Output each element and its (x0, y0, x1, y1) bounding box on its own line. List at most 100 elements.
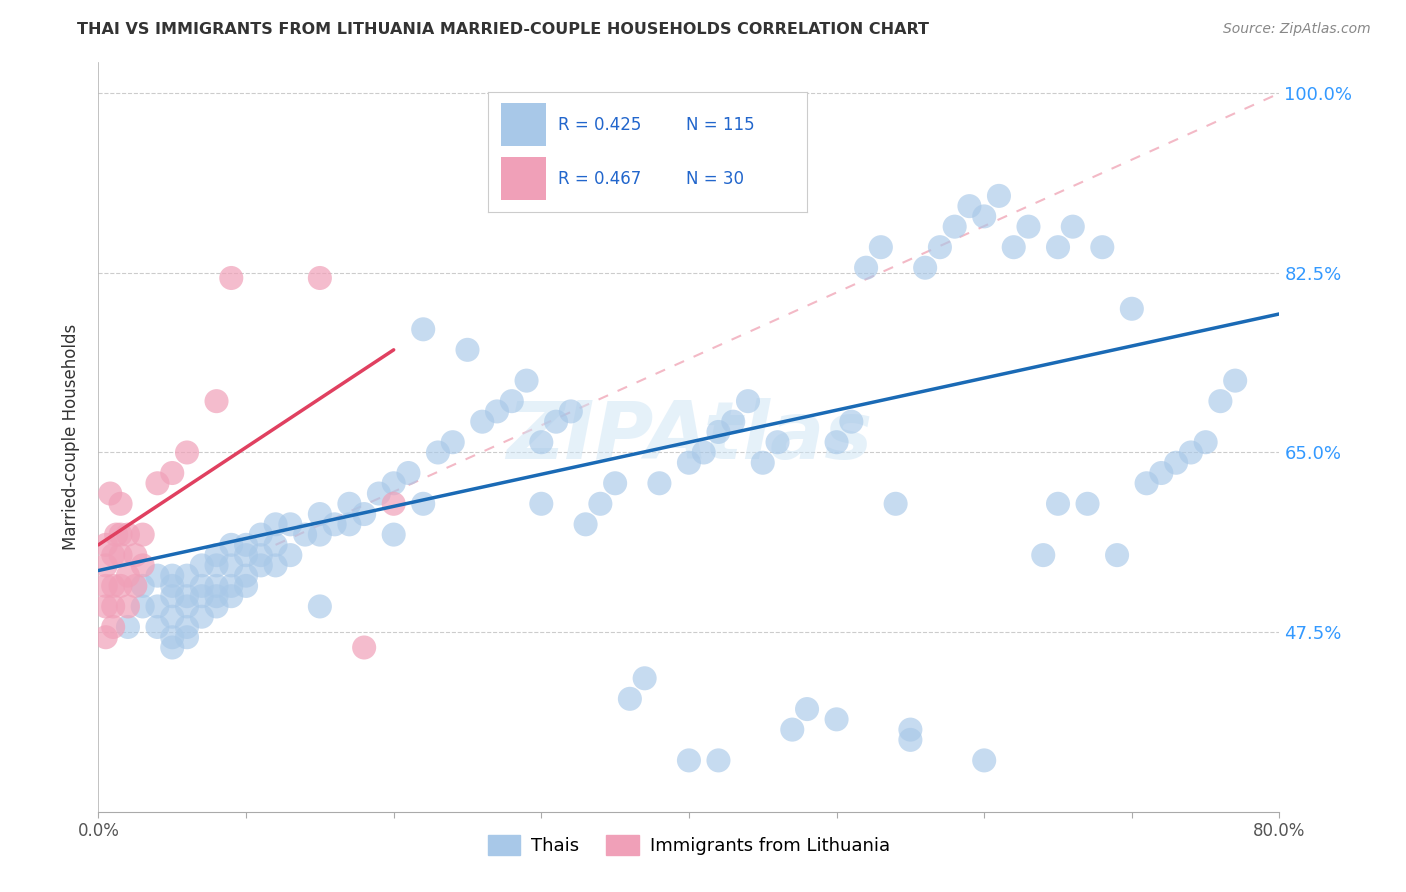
Point (191, 609, 214, 624)
Point (98, 486, 121, 500)
Point (1166, 456, 1188, 470)
Point (1018, 219, 1040, 234)
Point (309, 527, 332, 541)
Point (339, 497, 361, 511)
Point (235, 538, 257, 552)
Point (605, 476, 627, 491)
Point (94, 630, 117, 644)
Point (1195, 435, 1218, 450)
Point (146, 476, 169, 491)
Point (589, 497, 612, 511)
Point (264, 538, 287, 552)
Point (162, 609, 183, 624)
Point (382, 476, 405, 491)
Point (323, 517, 346, 532)
Point (1002, 240, 1025, 254)
Point (146, 568, 169, 582)
Point (398, 466, 420, 480)
Point (205, 589, 228, 603)
Point (132, 579, 155, 593)
Point (1107, 548, 1129, 562)
Text: THAI VS IMMIGRANTS FROM LITHUANIA MARRIED-COUPLE HOUSEHOLDS CORRELATION CHART: THAI VS IMMIGRANTS FROM LITHUANIA MARRIE… (77, 22, 929, 37)
Point (162, 640, 183, 655)
Point (205, 579, 228, 593)
Point (1180, 445, 1202, 459)
Point (162, 630, 183, 644)
Point (737, 394, 759, 409)
Point (103, 620, 125, 634)
Point (766, 435, 789, 450)
Point (264, 517, 287, 532)
Point (191, 589, 214, 603)
Point (250, 527, 273, 541)
Point (132, 558, 155, 573)
Point (1209, 394, 1232, 409)
Point (221, 538, 243, 552)
Point (176, 620, 198, 634)
Point (309, 599, 332, 614)
Point (1046, 240, 1070, 254)
Point (1121, 301, 1143, 316)
Point (353, 640, 375, 655)
Point (914, 260, 936, 275)
Point (250, 548, 273, 562)
Point (516, 374, 538, 388)
Point (1225, 374, 1247, 388)
Point (427, 445, 450, 459)
Point (973, 210, 995, 224)
Text: Source: ZipAtlas.com: Source: ZipAtlas.com (1223, 22, 1371, 37)
Point (884, 497, 907, 511)
Point (900, 723, 922, 737)
Point (1150, 466, 1173, 480)
Point (117, 568, 139, 582)
Point (441, 435, 464, 450)
Point (723, 415, 745, 429)
Point (110, 548, 132, 562)
Point (162, 466, 183, 480)
Point (929, 240, 952, 254)
Point (1046, 497, 1070, 511)
Point (1091, 240, 1114, 254)
Point (560, 404, 582, 418)
Point (309, 507, 332, 521)
Point (619, 691, 641, 706)
Point (176, 630, 198, 644)
Point (146, 620, 169, 634)
Point (353, 507, 375, 521)
Point (94, 579, 117, 593)
Point (176, 589, 198, 603)
Point (678, 456, 700, 470)
Point (575, 517, 598, 532)
Point (412, 322, 434, 336)
Point (973, 753, 995, 767)
Point (796, 702, 818, 716)
Point (176, 599, 198, 614)
Point (841, 415, 863, 429)
Point (634, 671, 657, 685)
Point (117, 599, 139, 614)
Point (176, 445, 198, 459)
Point (264, 558, 287, 573)
Point (221, 271, 243, 285)
Point (309, 271, 332, 285)
Point (235, 579, 257, 593)
Point (205, 548, 228, 562)
Point (124, 579, 146, 593)
Point (103, 599, 125, 614)
Point (176, 568, 198, 582)
Point (103, 579, 125, 593)
Point (110, 497, 132, 511)
Point (546, 415, 568, 429)
Point (110, 527, 132, 541)
Point (221, 589, 243, 603)
Text: ZIPAtlas: ZIPAtlas (506, 398, 872, 476)
Point (1077, 497, 1099, 511)
Point (707, 753, 730, 767)
Point (117, 527, 139, 541)
Point (678, 753, 700, 767)
Point (132, 527, 155, 541)
Point (103, 548, 125, 562)
Point (530, 497, 553, 511)
Point (959, 199, 981, 213)
Point (339, 517, 361, 532)
